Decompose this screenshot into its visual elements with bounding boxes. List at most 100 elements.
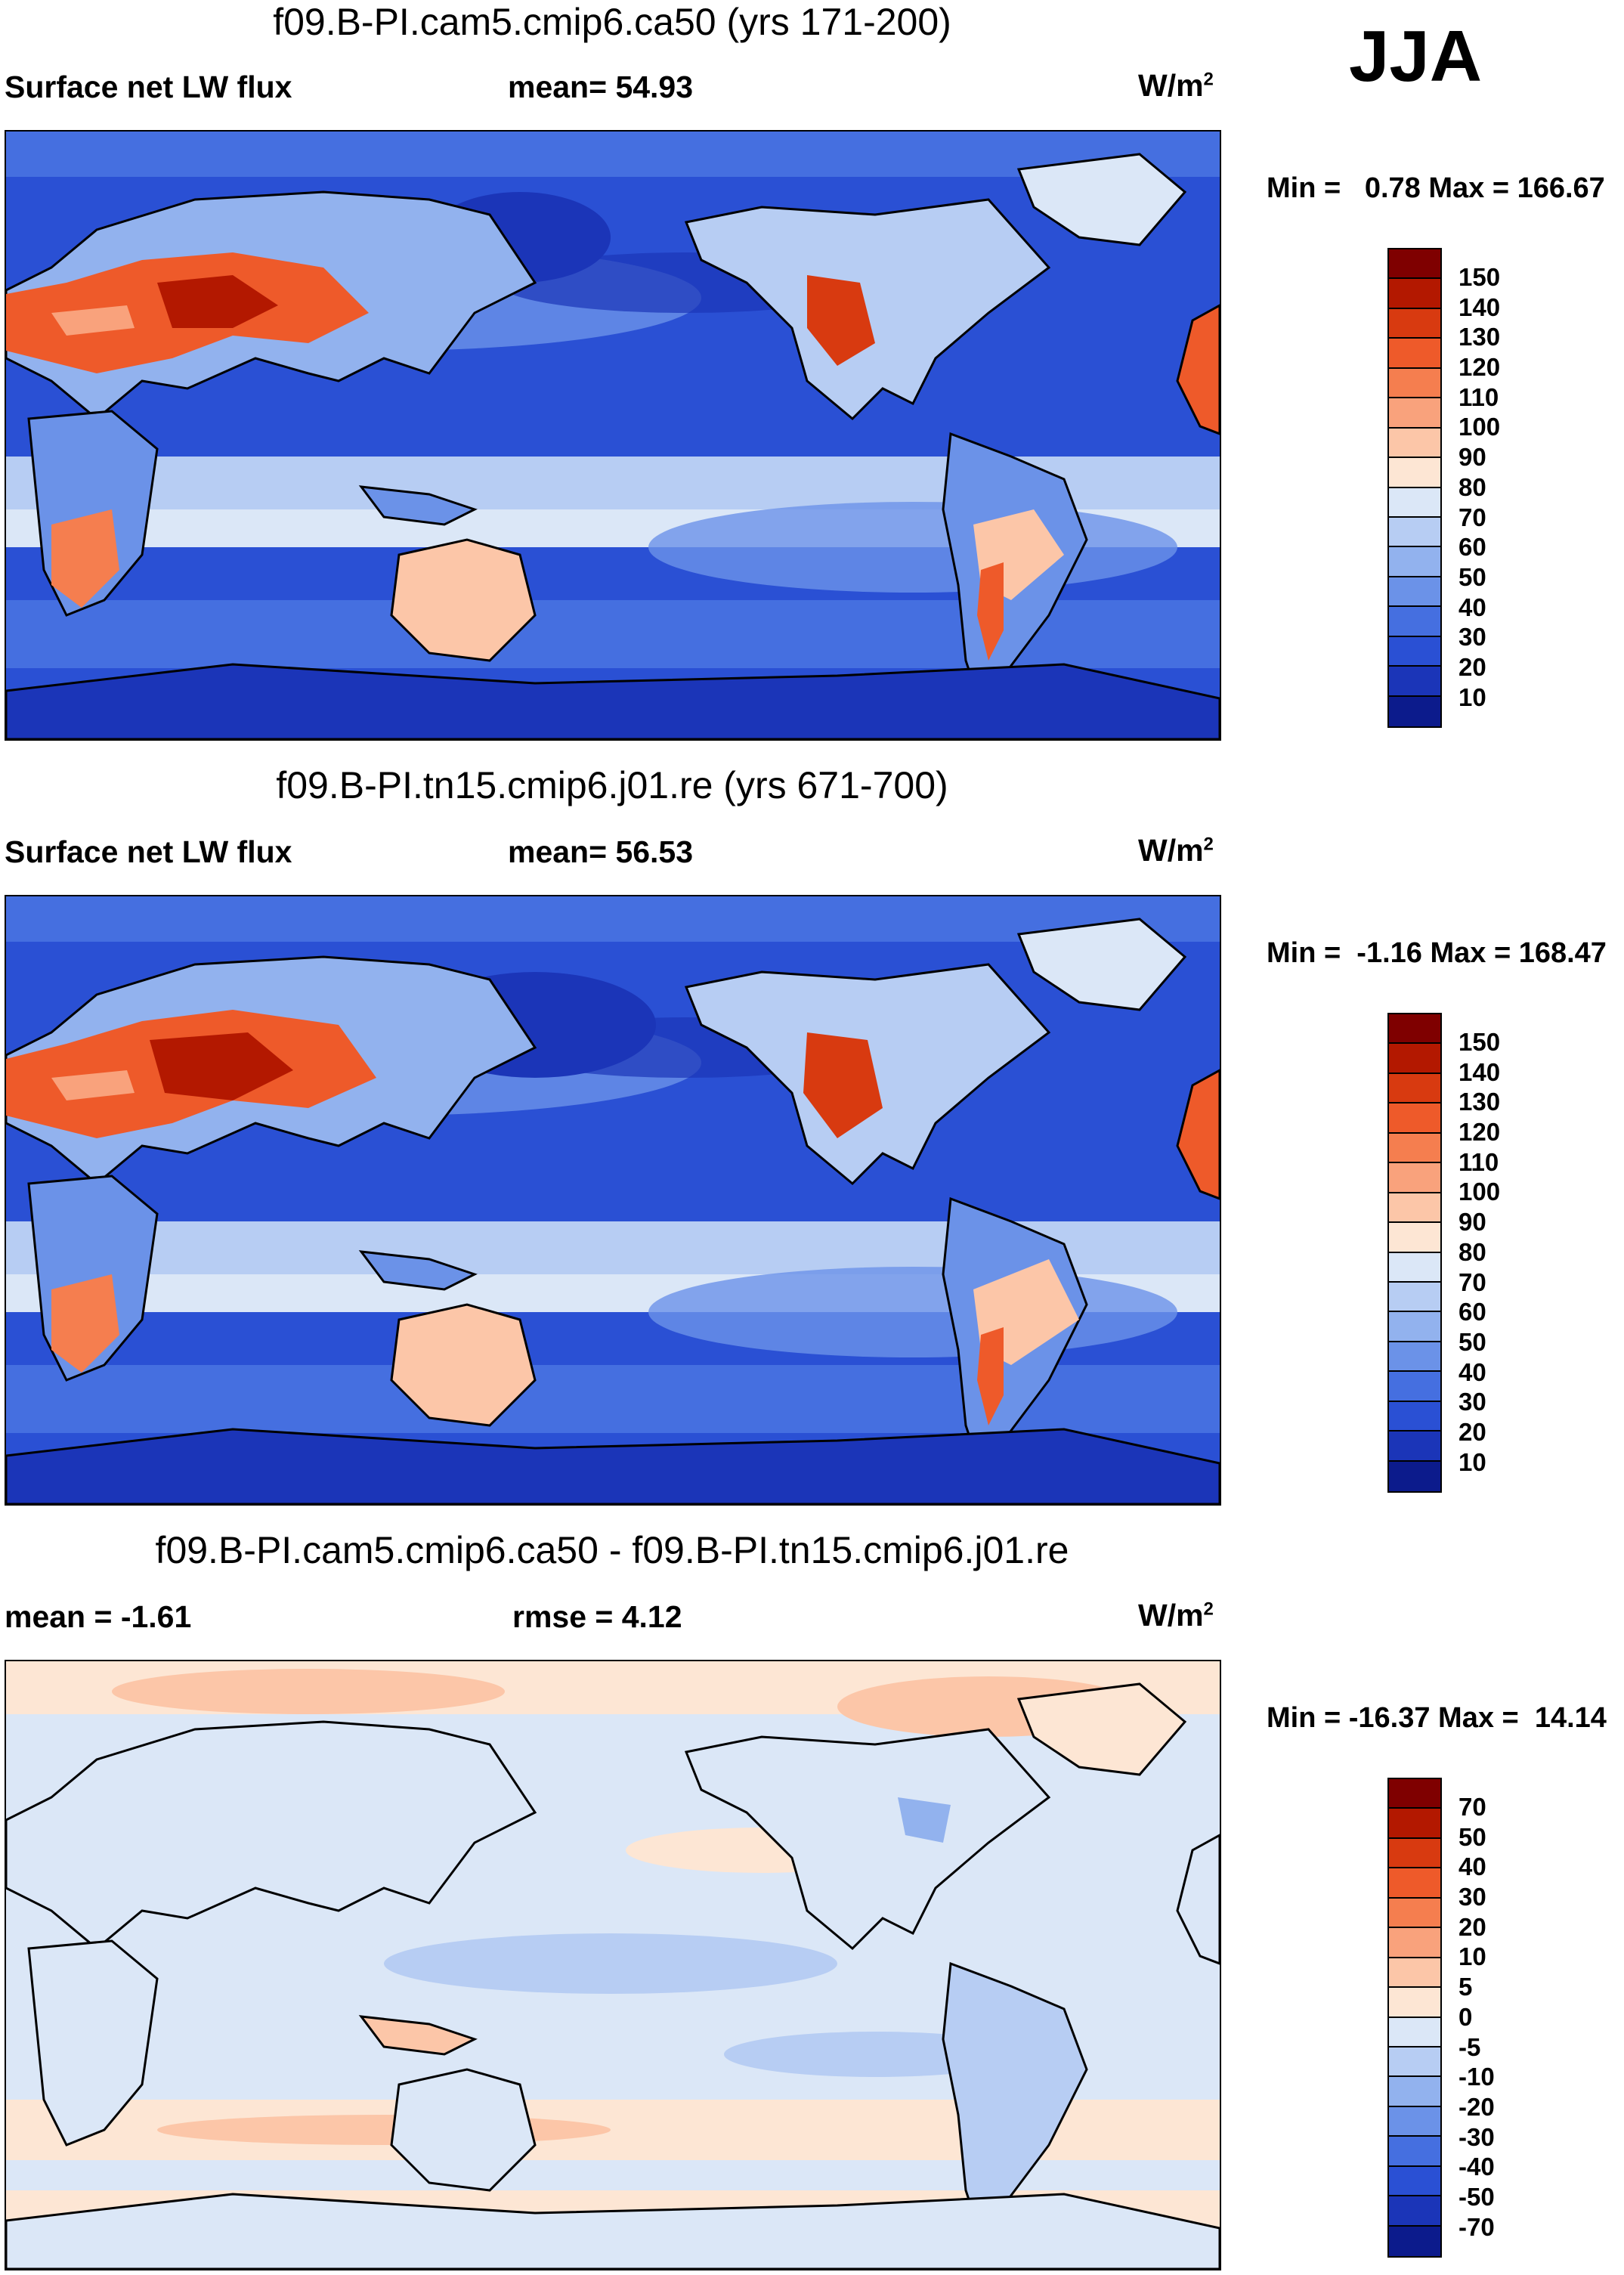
colorbar-tick-label: 30 (1459, 1388, 1486, 1416)
panel-3-colorbar-box (1389, 2137, 1440, 2167)
colorbar-tick-label: -20 (1459, 2092, 1495, 2121)
panel-1-colorbar-box (1389, 577, 1440, 608)
season-label: JJA (1349, 16, 1483, 97)
panel-3-colorbar-box (1389, 1898, 1440, 1929)
panel-2-colorbar-box (1389, 1342, 1440, 1373)
colorbar-tick-label: 150 (1459, 1028, 1501, 1056)
colorbar-tick-label: 0 (1459, 2002, 1473, 2031)
colorbar-tick-label: 70 (1459, 1268, 1486, 1296)
colorbar-tick-label: 10 (1459, 1447, 1486, 1476)
panel-3-colorbar-box (1389, 1928, 1440, 1958)
panel-2-colorbar-box (1389, 1401, 1440, 1432)
panel-3-colorbar-box (1389, 1779, 1440, 1809)
panel-3-colorbar-box (1389, 2226, 1440, 2256)
panel-1-colorbar-box (1389, 547, 1440, 577)
panel-2-colorbar-box (1389, 1193, 1440, 1224)
colorbar-tick-label: 10 (1459, 1942, 1486, 1971)
colorbar-tick-label: 150 (1459, 263, 1501, 291)
panel-1-colorbar-box (1389, 368, 1440, 399)
colorbar-tick-label: 90 (1459, 443, 1486, 472)
panel-1-map (5, 130, 1221, 741)
panel-2-title: f09.B-PI.tn15.cmip6.j01.re (yrs 671-700) (276, 764, 948, 806)
panel-1-colorbar-box (1389, 696, 1440, 726)
panel-1-colorbar-box (1389, 517, 1440, 548)
colorbar-tick-label: 130 (1459, 1088, 1501, 1116)
colorbar-tick-label: 30 (1459, 623, 1486, 652)
panel-2-map (5, 895, 1221, 1506)
colorbar-tick-label: -40 (1459, 2153, 1495, 2181)
panel-1-colorbar-box (1389, 636, 1440, 667)
colorbar-tick-label: 20 (1459, 652, 1486, 681)
colorbar-tick-label: 40 (1459, 1852, 1486, 1881)
panel-2-colorbar-box (1389, 1223, 1440, 1253)
panel-1-colorbar-box (1389, 249, 1440, 280)
colorbar-tick-label: 5 (1459, 1973, 1473, 2001)
panel-2-variable-label: Surface net LW flux (5, 834, 292, 869)
panel-2-minmax: Min = -1.16 Max = 168.47 (1267, 937, 1607, 969)
colorbar-tick-label: 60 (1459, 1298, 1486, 1326)
colorbar-tick-label: 110 (1459, 382, 1499, 411)
colorbar-tick-label: 40 (1459, 593, 1486, 621)
panel-3-mean-label: mean = -1.61 (5, 1599, 192, 1634)
colorbar-tick-label: 80 (1459, 1237, 1486, 1266)
panel-3-colorbar-box (1389, 2017, 1440, 2048)
colorbar-tick-label: 20 (1459, 1417, 1486, 1446)
colorbar-tick-label: 130 (1459, 323, 1501, 351)
colorbar-tick-label: -50 (1459, 2182, 1495, 2211)
panel-3-colorbar-box (1389, 2166, 1440, 2197)
colorbar-tick-label: 20 (1459, 1912, 1486, 1941)
panel-1-colorbar-box (1389, 339, 1440, 369)
panel-2-colorbar-box (1389, 1044, 1440, 1074)
colorbar-tick-label: 140 (1459, 292, 1501, 321)
panel-2-colorbar-box (1389, 1163, 1440, 1193)
panel-2-colorbar-box (1389, 1073, 1440, 1104)
panel-2-units: W/m2 (1138, 833, 1214, 868)
panel-1-colorbar-box (1389, 308, 1440, 339)
panel-1-mean-label: mean= 54.93 (508, 70, 694, 104)
colorbar-tick-label: 70 (1459, 503, 1486, 531)
colorbar-tick-label: 90 (1459, 1208, 1486, 1237)
colorbar-tick-label: -70 (1459, 2212, 1495, 2241)
colorbar-tick-label: 40 (1459, 1357, 1486, 1386)
colorbar-tick-label: -5 (1459, 2032, 1481, 2061)
colorbar-tick-label: 120 (1459, 1118, 1501, 1147)
colorbar-tick-label: 70 (1459, 1793, 1486, 1821)
panel-1-title: f09.B-PI.cam5.cmip6.ca50 (yrs 171-200) (273, 1, 951, 43)
panel-3-minmax: Min = -16.37 Max = 14.14 (1267, 1702, 1607, 1734)
colorbar-tick-label: 110 (1459, 1147, 1499, 1176)
panel-2-mean-label: mean= 56.53 (508, 834, 694, 869)
panel-3-units: W/m2 (1138, 1598, 1214, 1633)
colorbar-tick-label: -30 (1459, 2122, 1495, 2151)
panel-2-colorbar-box (1389, 1312, 1440, 1342)
colorbar-tick-label: 60 (1459, 533, 1486, 562)
panel-1-colorbar-box (1389, 279, 1440, 309)
panel-1-colorbar-box (1389, 667, 1440, 697)
colorbar-tick-label: 100 (1459, 413, 1501, 441)
panel-3-map (5, 1660, 1221, 2270)
panel-2-colorbar-box (1389, 1252, 1440, 1283)
panel-3-colorbar-box (1389, 1958, 1440, 1989)
panel-2-colorbar-box (1389, 1432, 1440, 1462)
panel-3-title: f09.B-PI.cam5.cmip6.ca50 - f09.B-PI.tn15… (155, 1529, 1069, 1571)
panel-1-colorbar-box (1389, 607, 1440, 637)
panel-2-colorbar-box (1389, 1103, 1440, 1134)
colorbar-tick-label: 80 (1459, 472, 1486, 501)
colorbar-tick-label: 50 (1459, 562, 1486, 591)
panel-1-colorbar-box (1389, 398, 1440, 429)
panel-1-colorbar (1387, 248, 1442, 728)
panel-2-colorbar-box (1389, 1282, 1440, 1313)
panel-3-colorbar-box (1389, 1838, 1440, 1869)
panel-1-colorbar-box (1389, 488, 1440, 518)
panel-1-minmax: Min = 0.78 Max = 166.67 (1267, 172, 1605, 204)
panel-3-rmse-label: rmse = 4.12 (512, 1599, 682, 1634)
panel-3-colorbar-box (1389, 2196, 1440, 2227)
panel-3-colorbar-box (1389, 2047, 1440, 2078)
panel-2-colorbar-box (1389, 1133, 1440, 1164)
colorbar-tick-label: 10 (1459, 682, 1486, 711)
panel-3-colorbar-box (1389, 2077, 1440, 2107)
panel-3-colorbar-box (1389, 1988, 1440, 2018)
panel-1-colorbar-box (1389, 428, 1440, 459)
panel-2-colorbar-box (1389, 1372, 1440, 1402)
colorbar-tick-label: 50 (1459, 1822, 1486, 1851)
panel-2-colorbar (1387, 1013, 1442, 1493)
